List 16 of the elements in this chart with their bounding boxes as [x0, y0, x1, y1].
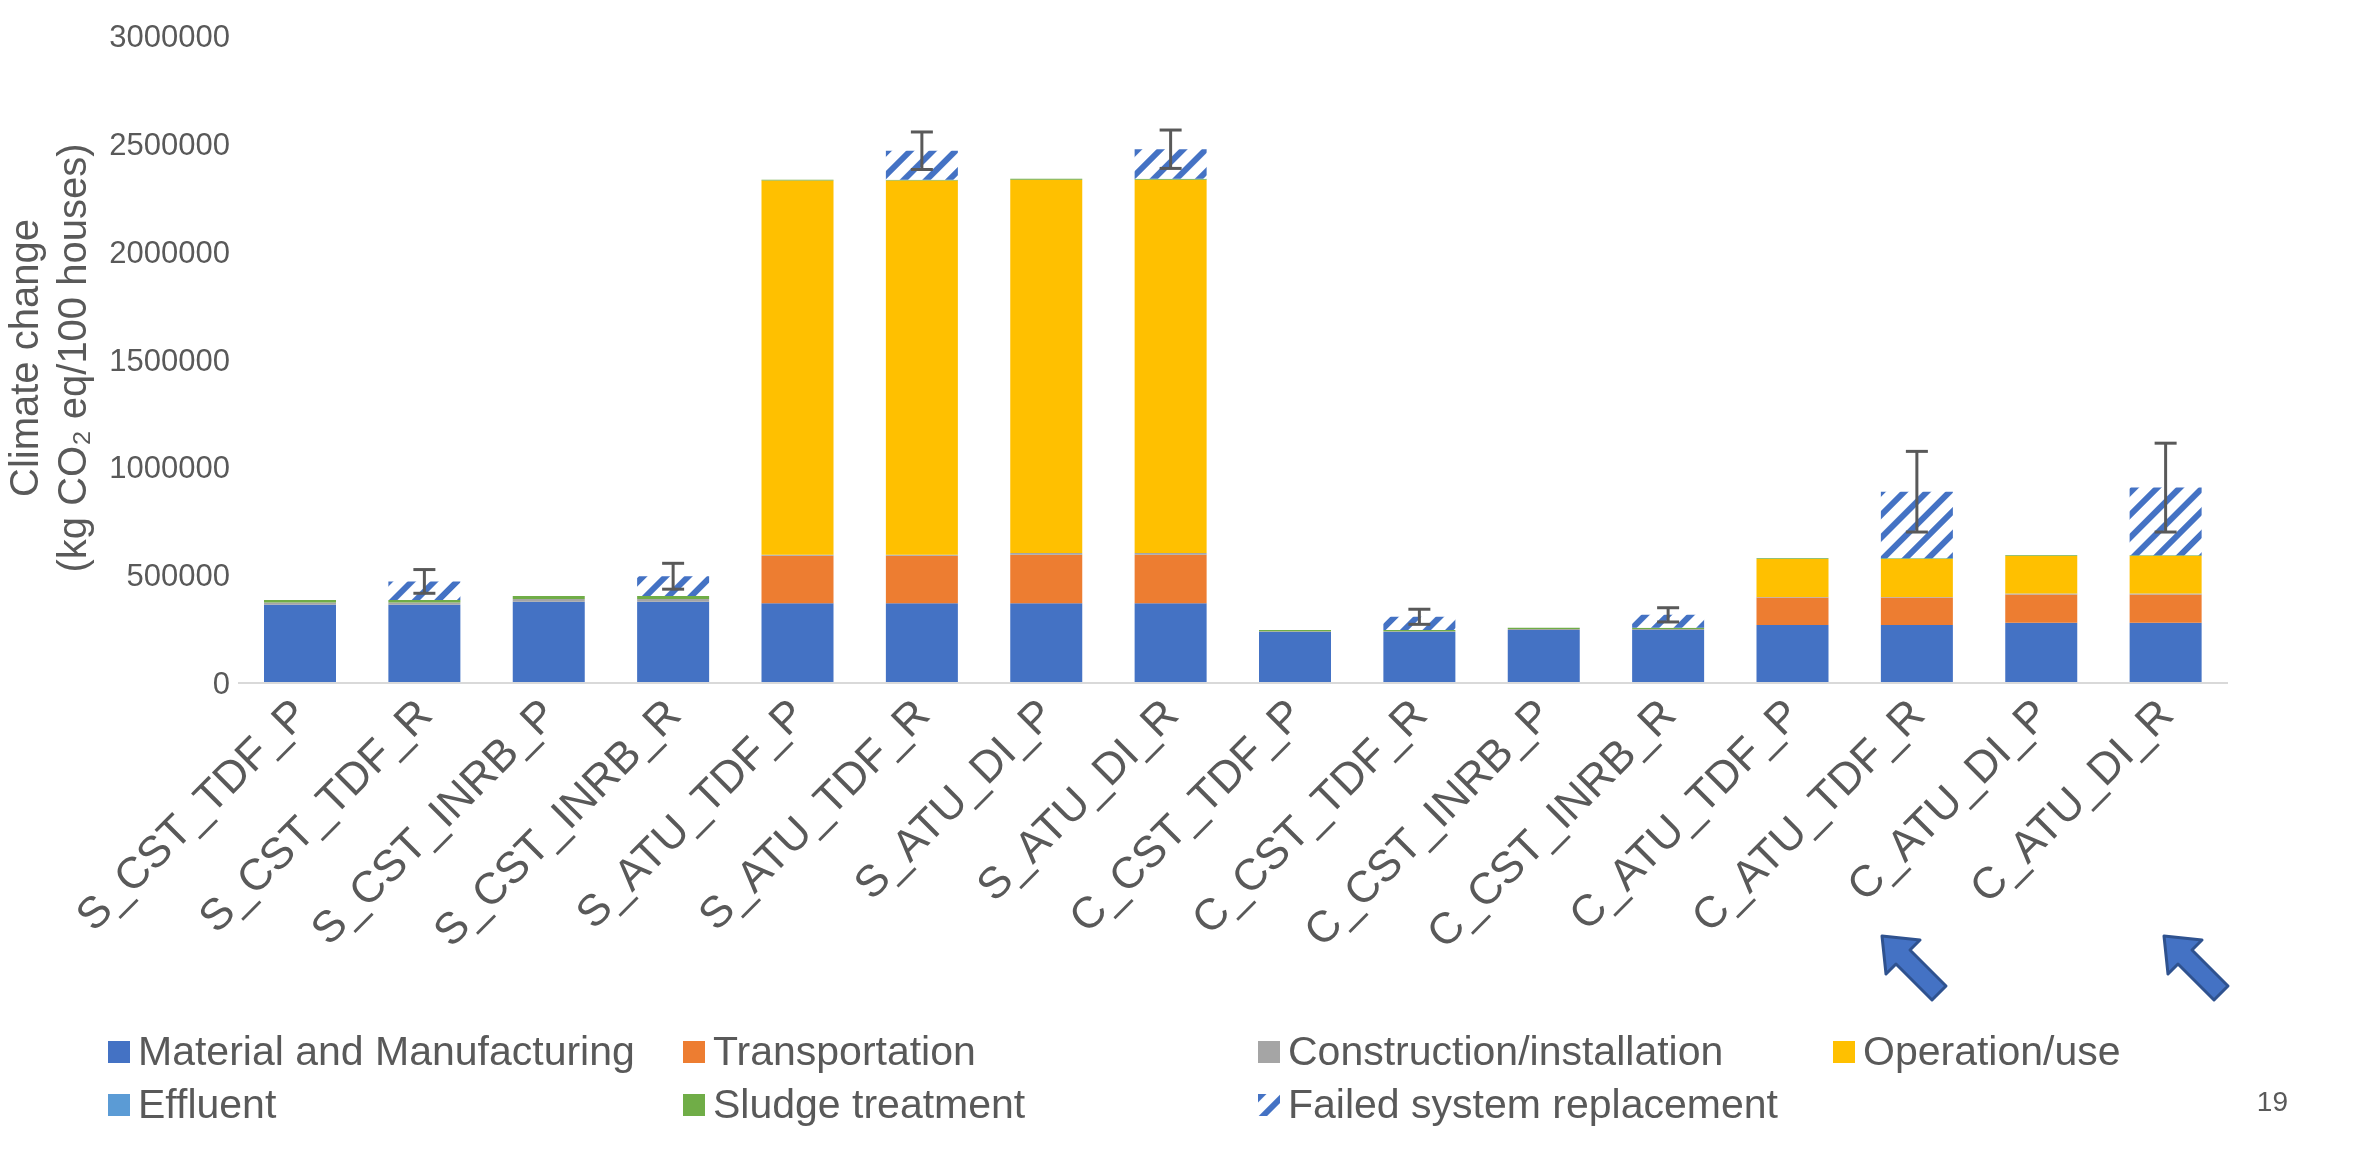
- legend-label: Effluent: [138, 1081, 277, 1128]
- legend-label: Sludge treatment: [713, 1081, 1026, 1128]
- legend-label: Operation/use: [1863, 1028, 2121, 1075]
- legend-label: Transportation: [713, 1028, 976, 1075]
- y-tick-label: 3000000: [109, 19, 230, 55]
- y-axis-title: Climate change (kg CO₂ eq/100 houses): [1, 143, 95, 573]
- y-tick-label: 2000000: [109, 234, 230, 270]
- legend-label: Material and Manufacturing: [138, 1028, 635, 1075]
- y-tick-label: 0: [212, 666, 230, 702]
- y-tick-label: 500000: [126, 558, 230, 594]
- y-tick-label: 1500000: [109, 342, 230, 378]
- text: 19: [2256, 1086, 2288, 1118]
- legend-label: Construction/installation: [1288, 1028, 1724, 1075]
- legend-label: Failed system replacement: [1288, 1081, 1778, 1128]
- y-tick-label: 1000000: [109, 450, 230, 486]
- y-tick-label: 2500000: [109, 126, 230, 162]
